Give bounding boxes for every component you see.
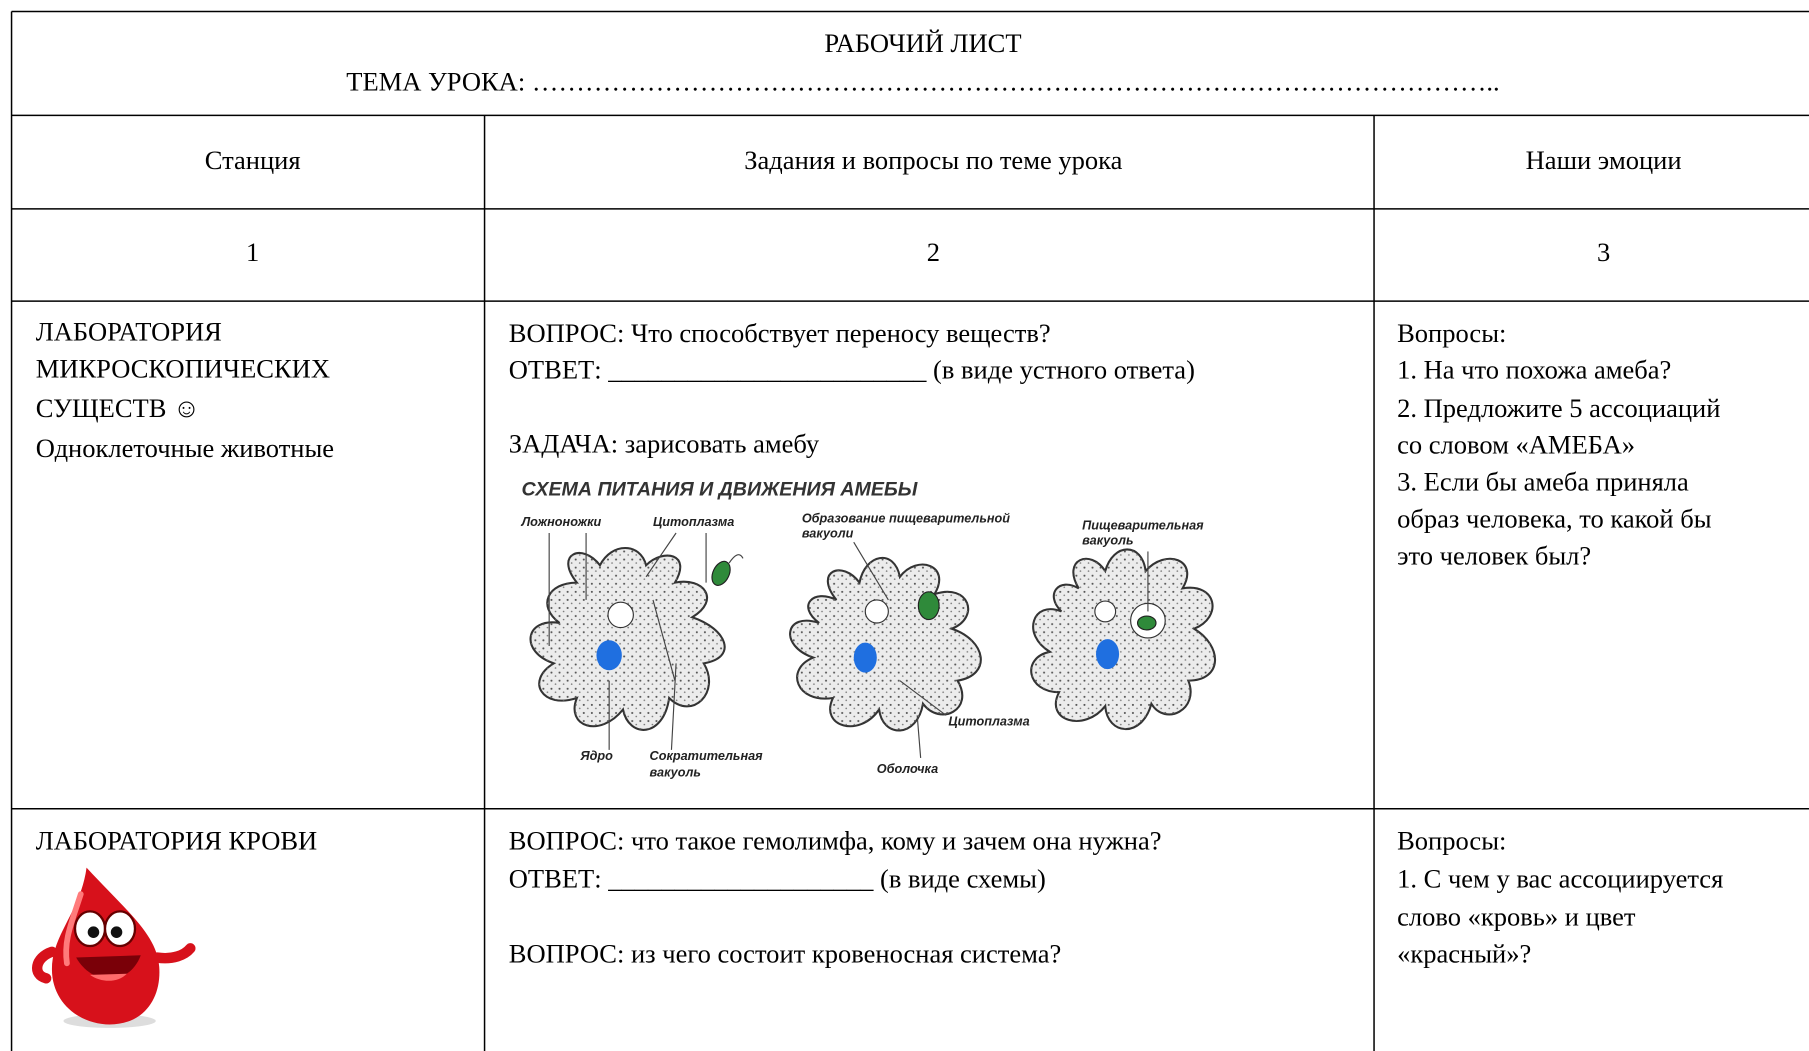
diagram-label: Ядро bbox=[579, 749, 613, 763]
emotions-line: Вопросы: bbox=[1397, 825, 1506, 855]
emotions-line: 3. Если бы амеба приняла bbox=[1397, 467, 1689, 497]
diagram-label: Цитоплазма bbox=[653, 515, 734, 529]
emotions-line: 1. На что похожа амеба? bbox=[1397, 355, 1671, 385]
column-number: 3 bbox=[1597, 237, 1610, 267]
station-line: ЛАБОРАТОРИЯ bbox=[36, 317, 222, 347]
column-header: Станция bbox=[205, 145, 301, 175]
station-line: Одноклеточные животные bbox=[36, 433, 334, 463]
column-number: 2 bbox=[927, 237, 940, 267]
tasks-line: ОТВЕТ: ____________________ (в виде схем… bbox=[509, 864, 1046, 894]
column-number: 1 bbox=[246, 237, 259, 267]
tasks-line: ВОПРОС: из чего состоит кровеносная сист… bbox=[509, 938, 1061, 968]
cells: ЛАБОРАТОРИЯ МИКРОСКОПИЧЕСКИХ СУЩЕСТВ ☺ Одно… bbox=[36, 317, 1724, 969]
emotions-line: Вопросы: bbox=[1397, 318, 1506, 348]
tasks-line: ОТВЕТ: ________________________ (в виде … bbox=[509, 355, 1195, 385]
station-line: ЛАБОРАТОРИЯ КРОВИ bbox=[36, 825, 317, 855]
emotions-line: слово «кровь» и цвет bbox=[1397, 902, 1636, 932]
title: РАБОЧИЙ ЛИСТ bbox=[824, 28, 1021, 58]
diagram-label: Сократительная bbox=[650, 749, 764, 763]
diagram-label: Пищеварительная bbox=[1082, 518, 1204, 532]
diagram-label: вакуоль bbox=[1082, 533, 1133, 547]
blood-drop-mascot bbox=[32, 867, 196, 1028]
diagram-label: Оболочка bbox=[877, 762, 938, 776]
tasks-line: ВОПРОС: Что способствует переносу вещест… bbox=[509, 318, 1051, 348]
station-line: МИКРОСКОПИЧЕСКИХ bbox=[36, 354, 330, 384]
amoeba-diagram: СХЕМА ПИТАНИЯ И ДВИЖЕНИЯ АМЕБЫ bbox=[520, 479, 1217, 779]
emotions-line: со словом «АМЕБА» bbox=[1397, 430, 1635, 460]
tasks-line: ЗАДАЧА: зарисовать амебу bbox=[509, 429, 820, 459]
amoeba-1 bbox=[529, 532, 744, 750]
diagram-label: Образование пищеварительной bbox=[802, 512, 1010, 526]
emotions-line: 1. С чем у вас ассоциируется bbox=[1397, 864, 1723, 894]
emotions-line: это человек был? bbox=[1397, 540, 1591, 570]
topic: ТЕМА УРОКА: …………………………………………………………………………… bbox=[346, 66, 1499, 96]
column-header: Задания и вопросы по теме урока bbox=[744, 145, 1122, 175]
diagram-title: СХЕМА ПИТАНИЯ И ДВИЖЕНИЯ АМЕБЫ bbox=[521, 479, 917, 501]
table-grid bbox=[10, 10, 1809, 1051]
emotions-line: «красный»? bbox=[1397, 938, 1531, 968]
diagram-label: вакуоли bbox=[802, 527, 854, 541]
column-header: Наши эмоции bbox=[1526, 145, 1682, 175]
diagram-label: вакуоль bbox=[650, 765, 701, 779]
amoeba-3 bbox=[1030, 548, 1217, 730]
tasks-line: ВОПРОС: что такое гемолимфа, кому и заче… bbox=[509, 825, 1162, 855]
emotions-line: 2. Предложите 5 ассоциаций bbox=[1397, 393, 1720, 423]
diagram-label: Ложноножки bbox=[520, 515, 601, 529]
amoeba-2 bbox=[789, 541, 982, 759]
diagram-label: Цитоплазма bbox=[948, 715, 1029, 729]
station-line: СУЩЕСТВ ☺ bbox=[36, 393, 200, 423]
emotions-line: образ человека, то какой бы bbox=[1397, 504, 1712, 534]
